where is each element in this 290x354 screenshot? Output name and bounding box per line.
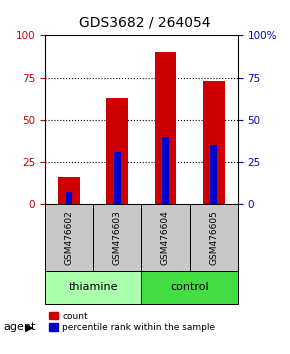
Bar	[66, 192, 72, 204]
Bar	[106, 98, 128, 204]
Legend: count, percentile rank within the sample: count, percentile rank within the sample	[50, 312, 215, 332]
FancyBboxPatch shape	[45, 270, 142, 304]
FancyBboxPatch shape	[93, 204, 142, 270]
Bar	[114, 152, 121, 204]
Text: agent: agent	[3, 322, 35, 332]
Text: GSM476603: GSM476603	[113, 210, 122, 265]
Bar	[211, 145, 217, 204]
FancyBboxPatch shape	[142, 270, 238, 304]
Text: ▶: ▶	[25, 322, 33, 332]
Text: GSM476602: GSM476602	[65, 210, 74, 265]
Bar	[203, 81, 224, 204]
Text: GSM476604: GSM476604	[161, 210, 170, 265]
FancyBboxPatch shape	[45, 204, 93, 270]
FancyBboxPatch shape	[142, 204, 190, 270]
Text: GDS3682 / 264054: GDS3682 / 264054	[79, 16, 211, 30]
Bar	[155, 52, 176, 204]
Bar	[162, 137, 169, 204]
Bar	[58, 177, 80, 204]
FancyBboxPatch shape	[190, 204, 238, 270]
Text: GSM476605: GSM476605	[209, 210, 218, 265]
Text: control: control	[170, 282, 209, 292]
Text: thiamine: thiamine	[68, 282, 118, 292]
